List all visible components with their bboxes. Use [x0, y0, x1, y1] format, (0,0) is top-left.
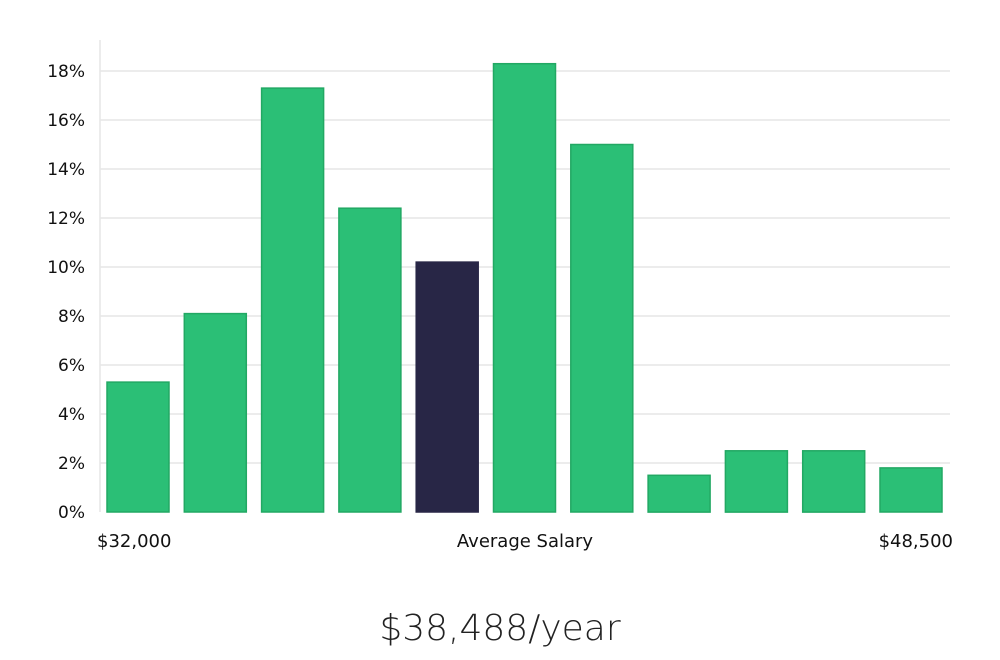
y-tick-label: 6% [58, 356, 85, 376]
y-tick-label: 8% [58, 307, 85, 327]
x-label-min-salary: $32,000 [97, 531, 171, 552]
bar [570, 143, 634, 513]
bar [724, 450, 789, 513]
average-salary-value: $38,488/year [379, 608, 621, 649]
y-tick-label: 2% [58, 454, 85, 474]
y-tick-label: 10% [47, 258, 85, 278]
bars [106, 62, 943, 513]
y-tick-label: 16% [47, 111, 85, 131]
y-tick-label: 0% [58, 503, 85, 523]
bar [260, 87, 325, 513]
bar [801, 450, 866, 513]
y-tick-labels: 0% 2% 4% 6% 8% 10% 12% 14% 16% 18% [47, 62, 85, 523]
bar [338, 207, 402, 513]
y-tick-label: 14% [47, 160, 85, 180]
bar [879, 467, 943, 513]
x-label-average-salary: Average Salary [457, 531, 594, 552]
x-label-max-salary: $48,500 [879, 531, 953, 552]
bar [492, 62, 557, 513]
bar-average-salary [415, 261, 479, 513]
y-tick-label: 18% [47, 62, 85, 82]
bar [647, 474, 711, 513]
bar [183, 312, 248, 513]
y-tick-label: 12% [47, 209, 85, 229]
y-tick-label: 4% [58, 405, 85, 425]
bar [106, 381, 170, 513]
salary-histogram-chart: 0% 2% 4% 6% 8% 10% 12% 14% 16% 18% $32,000 Averag… [47, 40, 953, 552]
